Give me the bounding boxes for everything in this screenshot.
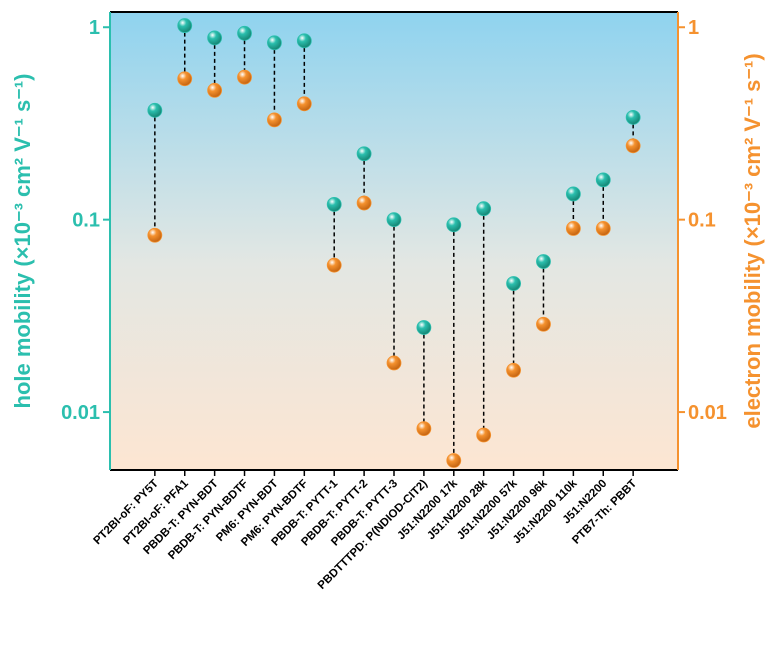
marker — [565, 221, 581, 236]
marker — [207, 30, 223, 46]
marker — [476, 201, 492, 217]
y-axis-title: hole mobility (×10⁻³ cm² V⁻¹ s⁻¹) — [10, 74, 35, 409]
marker — [595, 221, 611, 236]
marker — [476, 427, 492, 443]
marker — [326, 257, 342, 273]
marker — [625, 138, 641, 154]
y2-tick-label: 0.1 — [688, 210, 716, 232]
marker — [536, 316, 551, 332]
marker — [446, 453, 462, 468]
marker — [506, 362, 521, 378]
marker — [356, 146, 372, 162]
marker — [386, 355, 402, 371]
marker — [147, 227, 163, 243]
marker — [356, 195, 372, 211]
y2-axis-title: electron mobility (×10⁻³ cm² V⁻¹ s⁻¹) — [740, 53, 765, 428]
y-tick-label: 1 — [89, 17, 100, 39]
marker — [326, 197, 342, 212]
marker — [237, 25, 252, 41]
marker — [595, 172, 611, 188]
y2-tick-label: 1 — [688, 17, 699, 39]
marker — [237, 69, 252, 85]
x-tick-label: PBDTTTPD: P(NDIOD-CIT2) — [316, 478, 430, 592]
marker — [446, 217, 462, 233]
y-tick-label: 0.01 — [61, 402, 100, 424]
marker — [177, 18, 193, 33]
marker — [536, 254, 551, 269]
marker — [296, 96, 312, 112]
marker — [296, 33, 312, 49]
marker — [625, 109, 641, 125]
marker — [416, 320, 432, 335]
marker — [506, 276, 521, 291]
y-tick-label: 0.1 — [72, 210, 100, 232]
marker — [207, 82, 223, 98]
marker — [267, 35, 282, 51]
marker — [565, 186, 581, 202]
marker — [416, 421, 432, 437]
marker — [267, 112, 282, 128]
y2-tick-label: 0.01 — [688, 402, 727, 424]
marker — [177, 71, 193, 87]
marker — [386, 212, 402, 228]
marker — [147, 102, 163, 118]
